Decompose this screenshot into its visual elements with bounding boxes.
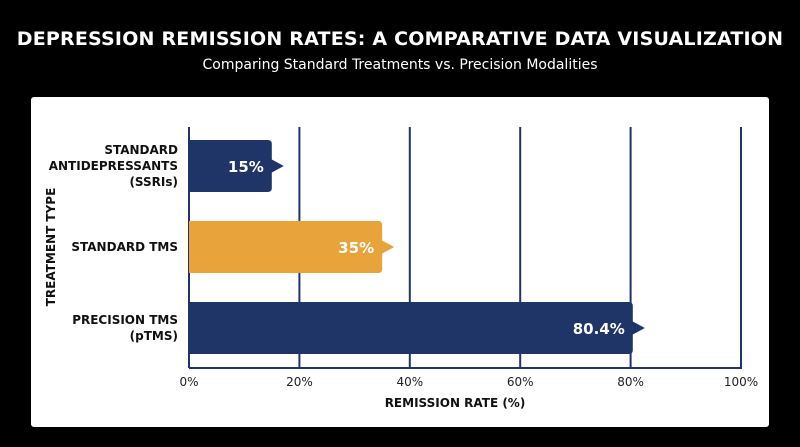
x-tick-label: 80% (617, 375, 644, 389)
x-tick-labels: 0% 20% 40% 60% 80% 100% (179, 375, 758, 389)
category-label: (pTMS) (130, 329, 178, 343)
category-label: PRECISION TMS (72, 313, 178, 327)
bars: 15% 35% 80.4% (189, 140, 645, 354)
x-axis-label: REMISSION RATE (%) (385, 396, 526, 410)
y-axis-label: TREATMENT TYPE (44, 188, 58, 307)
bar-value-label: 80.4% (573, 320, 625, 338)
category-labels: STANDARD ANTIDEPRESSANTS (SSRIs) STANDARD T… (49, 143, 178, 343)
x-tick-label: 20% (286, 375, 313, 389)
x-tick-label: 100% (724, 375, 758, 389)
category-label: STANDARD (104, 143, 178, 157)
bar-value-label: 35% (338, 239, 374, 257)
chart-title: DEPRESSION REMISSION RATES: A COMPARATIV… (16, 28, 784, 50)
chart-subtitle: Comparing Standard Treatments vs. Precis… (202, 57, 598, 73)
x-tick-label: 40% (396, 375, 423, 389)
category-label: STANDARD TMS (71, 240, 178, 254)
x-tick-label: 0% (179, 375, 198, 389)
bar (189, 221, 395, 273)
category-label: ANTIDEPRESSANTS (49, 159, 178, 173)
chart-panel (31, 97, 769, 427)
bar (189, 140, 284, 192)
bar-value-label: 15% (228, 158, 264, 176)
category-label: (SSRIs) (129, 175, 178, 189)
x-tick-label: 60% (507, 375, 534, 389)
bar (189, 302, 645, 354)
